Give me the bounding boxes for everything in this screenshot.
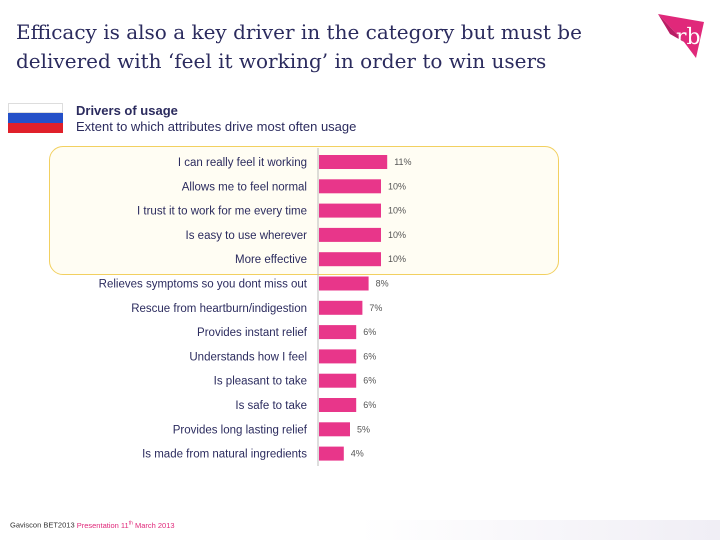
logo-text: rb — [676, 25, 701, 50]
bar — [319, 179, 381, 194]
category-label: Is easy to use wherever — [186, 230, 308, 242]
chart-subtitle: Drivers of usage — [76, 103, 178, 118]
category-label: Understands how I feel — [189, 351, 307, 363]
efficacy-highlight-box — [49, 146, 559, 275]
slide-title: Efficacy is also a key driver in the cat… — [16, 20, 582, 73]
category-label: Provides instant relief — [197, 327, 308, 339]
value-label: 6% — [363, 376, 376, 386]
value-label: 11% — [394, 157, 411, 167]
bar — [319, 325, 357, 340]
bottom-band — [360, 520, 720, 540]
value-label: 6% — [363, 327, 376, 337]
category-label: Provides long lasting relief — [173, 424, 308, 436]
footer-presentation: Presentation 11th March 2013 — [76, 520, 175, 530]
category-label: Is pleasant to take — [214, 376, 307, 388]
chart-description: Extent to which attributes drive most of… — [76, 119, 357, 134]
category-label: I can really feel it working — [178, 157, 307, 169]
bar — [319, 349, 357, 364]
value-label: 10% — [388, 254, 406, 264]
bar — [319, 155, 388, 169]
rb-logo-icon: rb — [658, 14, 704, 58]
value-label: 10% — [388, 230, 406, 240]
value-label: 6% — [363, 400, 376, 410]
bar — [319, 252, 381, 267]
category-label: Allows me to feel normal — [182, 181, 307, 193]
value-label: 4% — [351, 449, 364, 459]
category-label: More effective — [235, 254, 307, 266]
value-label: 5% — [357, 424, 370, 434]
bar — [319, 203, 381, 218]
bar — [319, 300, 363, 315]
category-label: Is made from natural ingredients — [142, 449, 307, 461]
value-label: 7% — [369, 303, 382, 313]
footer-brand: Gaviscon BET2013 — [10, 520, 75, 530]
value-label: 10% — [388, 181, 406, 191]
bar — [319, 373, 357, 388]
category-label: Is safe to take — [235, 400, 307, 412]
value-label: 10% — [388, 206, 406, 216]
bar — [319, 446, 344, 461]
category-label: Rescue from heartburn/indigestion — [131, 303, 307, 315]
bar — [319, 422, 350, 437]
chart-heading: Drivers of usage Extent to which attribu… — [76, 103, 356, 135]
category-label: Relieves symptoms so you dont miss out — [99, 279, 308, 291]
value-label: 8% — [376, 279, 389, 289]
bar — [319, 398, 357, 412]
bar — [319, 227, 381, 242]
category-label: I trust it to work for me every time — [137, 206, 307, 218]
bar — [319, 276, 369, 291]
russia-flag-icon — [8, 103, 63, 133]
footer: Gaviscon BET2013 Presentation 11th March… — [10, 520, 175, 530]
value-label: 6% — [363, 351, 376, 361]
